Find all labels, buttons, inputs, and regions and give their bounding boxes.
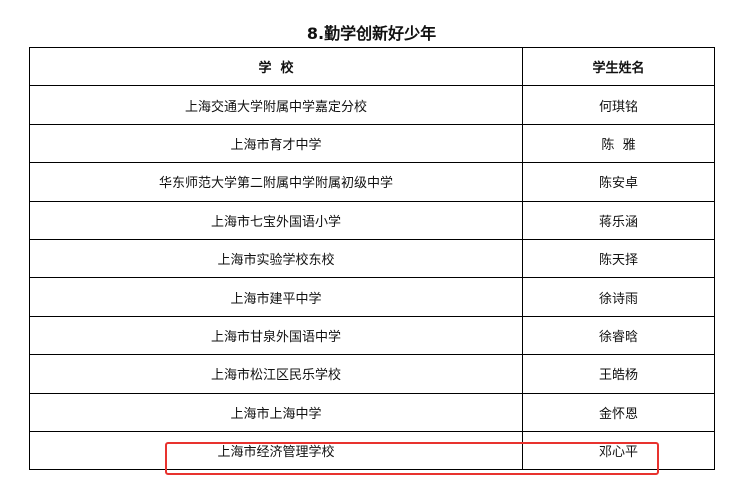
cell-school: 上海市上海中学 [29,392,523,432]
cell-school: 上海市松江区民乐学校 [29,354,523,394]
cell-student-name: 何琪铭 [522,85,715,125]
cell-student-name: 金怀恩 [522,392,715,432]
table-header-row: 学 校 学生姓名 [29,46,715,87]
cell-student-name: 蒋乐涵 [522,200,715,240]
awards-table: 学 校 学生姓名 上海交通大学附属中学嘉定分校 何琪铭 上海市育才中学陈 雅华东师范… [29,46,715,471]
cell-student-name: 陈 雅 [522,123,715,164]
table-row: 上海交通大学附属中学嘉定分校 何琪铭 [29,85,715,125]
cell-school: 上海市甘泉外国语中学 [29,315,523,356]
table-row: 上海市甘泉外国语中学 徐睿晗 [29,315,715,356]
table-row: 华东师范大学第二附属中学附属初级中学 陈安卓 [29,162,715,202]
cell-school: 上海市经济管理学校 [29,430,523,471]
table-row: 上海市育才中学陈 雅 [29,123,715,164]
cell-student-name: 徐诗雨 [522,277,715,317]
cell-school: 上海市育才中学 [29,123,523,164]
table-row: 上海市实验学校东校 陈天择 [29,238,715,279]
table-row: 上海市七宝外国语小学 蒋乐涵 [29,200,715,240]
table-row: 上海市上海中学 金怀恩 [29,392,715,432]
table-row: 上海市建平中学 徐诗雨 [29,277,715,317]
cell-student-name: 王皓杨 [522,354,715,394]
table-row: 上海市松江区民乐学校 王皓杨 [29,354,715,394]
cell-student-name: 徐睿晗 [522,315,715,356]
cell-student-name: 陈安卓 [522,162,715,202]
table-row: 上海市经济管理学校 邓心平 [29,430,715,471]
cell-student-name: 陈天择 [522,238,715,279]
cell-school: 华东师范大学第二附属中学附属初级中学 [29,162,523,202]
cell-student-name: 邓心平 [522,430,715,471]
cell-school: 上海市七宝外国语小学 [29,200,523,240]
header-student-name: 学生姓名 [522,46,715,87]
cell-school: 上海交通大学附属中学嘉定分校 [29,85,523,125]
page-title: 8.勤学创新好少年 [306,24,437,43]
cell-school: 上海市建平中学 [29,277,523,317]
cell-school: 上海市实验学校东校 [29,238,523,279]
header-school: 学 校 [29,46,523,87]
